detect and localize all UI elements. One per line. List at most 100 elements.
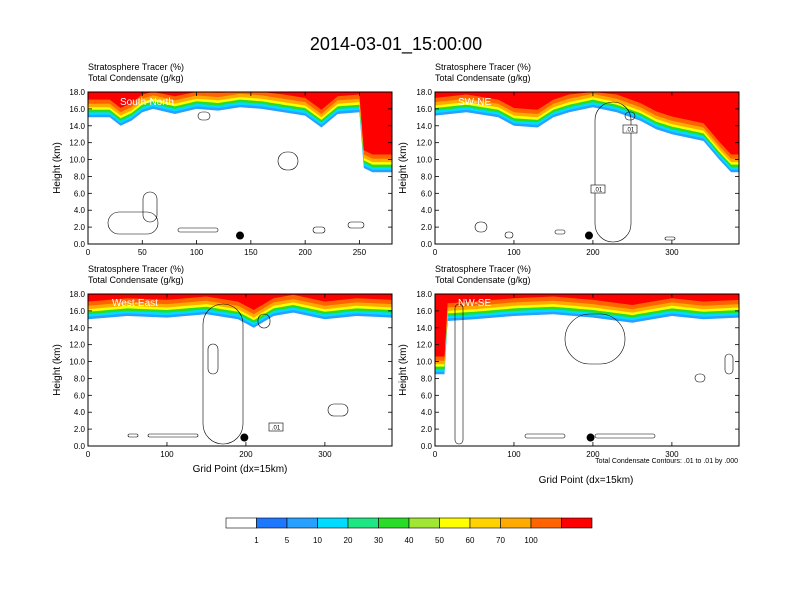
- condensate-contour: [504, 231, 514, 239]
- y-tick-label: 4.0: [421, 408, 433, 417]
- y-tick-label: 16.0: [416, 105, 432, 114]
- x-tick-label: 300: [665, 248, 679, 257]
- y-tick-label: 14.0: [69, 324, 85, 333]
- contour-label-box: [590, 184, 606, 194]
- x-tick-label: 100: [160, 450, 174, 459]
- panel-label: SW-NE: [458, 97, 491, 108]
- contour-footnote: Total Condensate Contours: .01 to .01 by…: [595, 458, 738, 465]
- plot-area: 0.0 2.0 4.0 6.0 8.0 10.0 12.0 14.0 16.0 18.0 0 100 2…: [416, 290, 740, 459]
- condensate-contour: [524, 433, 566, 439]
- plot-layer: [435, 92, 739, 243]
- legend-swatch: [225, 517, 257, 529]
- y-tick-label: 4.0: [74, 206, 86, 215]
- x-axis-label: Grid Point (dx=15km): [539, 475, 634, 486]
- panel-title-condensate: Total Condensate (g/kg): [88, 73, 184, 83]
- condensate-contour: [277, 151, 299, 171]
- panel-title-condensate: Total Condensate (g/kg): [435, 73, 531, 83]
- condensate-contour: [624, 111, 636, 121]
- y-tick-label: 8.0: [421, 172, 433, 181]
- y-tick-label: 12.0: [69, 139, 85, 148]
- legend-label: 100: [524, 536, 538, 545]
- condensate-contour: [474, 221, 488, 233]
- x-tick-label: 200: [298, 248, 312, 257]
- y-tick-label: 12.0: [69, 341, 85, 350]
- panel-title-tracer: Stratosphere Tracer (%): [88, 62, 184, 72]
- legend-swatch: [500, 517, 532, 529]
- condensate-contour: [724, 353, 734, 375]
- y-tick-label: 8.0: [421, 374, 433, 383]
- condensate-contour: [594, 101, 632, 243]
- x-tick-label: 300: [665, 450, 679, 459]
- plot-layer: [435, 294, 739, 445]
- tracer-band-6: [88, 294, 392, 310]
- plot-frame: [87, 293, 393, 447]
- plot-frame: [434, 293, 740, 447]
- y-tick-label: 4.0: [74, 408, 86, 417]
- x-tick-label: 300: [318, 450, 332, 459]
- legend-swatch: [561, 517, 593, 529]
- tracer-band-1: [435, 294, 739, 372]
- y-tick-label: 10.0: [416, 358, 432, 367]
- plot-layer: [88, 92, 392, 235]
- y-tick-label: 16.0: [69, 105, 85, 114]
- y-tick-label: 2.0: [421, 425, 433, 434]
- location-marker: [586, 433, 595, 442]
- y-axis-label: Height (km): [52, 344, 63, 396]
- legend-swatch: [256, 517, 288, 529]
- x-tick-label: 200: [586, 450, 600, 459]
- y-tick-label: 10.0: [416, 156, 432, 165]
- condensate-contour: [664, 236, 676, 241]
- plot-layer: [88, 294, 392, 445]
- x-tick-label: 0: [86, 248, 91, 257]
- y-tick-label: 6.0: [74, 189, 86, 198]
- y-tick-label: 10.0: [69, 156, 85, 165]
- legend-label: 1: [254, 536, 259, 545]
- panel-nw-se: Stratosphere Tracer (%) Total Condensate…: [398, 264, 740, 486]
- legend-swatch: [378, 517, 410, 529]
- panel-label: NW-SE: [458, 298, 491, 309]
- legend-swatch: [439, 517, 471, 529]
- y-tick-label: 0.0: [421, 442, 433, 451]
- x-tick-label: 200: [239, 450, 253, 459]
- legend-swatch: [286, 517, 318, 529]
- y-tick-label: 6.0: [421, 189, 433, 198]
- y-tick-label: 8.0: [74, 172, 86, 181]
- x-tick-label: 0: [86, 450, 91, 459]
- legend-label: 70: [496, 536, 505, 545]
- x-tick-label: 150: [244, 248, 258, 257]
- legend-label: 50: [435, 536, 444, 545]
- location-marker: [236, 231, 244, 240]
- condensate-contour: [347, 221, 365, 229]
- y-tick-label: 18.0: [416, 290, 432, 299]
- tracer-band-6: [435, 294, 739, 357]
- panel-title-tracer: Stratosphere Tracer (%): [435, 62, 531, 72]
- condensate-contour: [694, 373, 706, 383]
- y-axis-label: Height (km): [52, 142, 63, 194]
- x-tick-label: 0: [433, 450, 438, 459]
- contour-label: .01: [272, 426, 281, 432]
- plot-frame: [87, 91, 393, 245]
- y-tick-label: 2.0: [74, 425, 86, 434]
- legend-swatch: [408, 517, 440, 529]
- panel-label: West-East: [112, 298, 158, 309]
- condensate-contour: [327, 403, 349, 417]
- location-marker: [240, 433, 249, 442]
- contour-label: .01: [626, 128, 635, 134]
- x-tick-label: 200: [586, 248, 600, 257]
- y-tick-label: 18.0: [69, 88, 85, 97]
- legend-label: 20: [344, 536, 353, 545]
- condensate-contour: [207, 343, 219, 375]
- x-axis-label: Grid Point (dx=15km): [193, 464, 288, 475]
- location-marker: [584, 231, 593, 240]
- condensate-contour: [454, 303, 464, 445]
- y-tick-label: 14.0: [416, 122, 432, 131]
- panel-title-tracer: Stratosphere Tracer (%): [88, 264, 184, 274]
- y-tick-label: 6.0: [421, 391, 433, 400]
- condensate-contour: [107, 211, 159, 235]
- y-tick-label: 0.0: [74, 442, 86, 451]
- panel-label: South-North: [120, 97, 174, 108]
- legend-label: 10: [313, 536, 322, 545]
- x-tick-label: 100: [507, 248, 521, 257]
- y-axis-label: Height (km): [398, 142, 409, 194]
- y-tick-label: 0.0: [421, 240, 433, 249]
